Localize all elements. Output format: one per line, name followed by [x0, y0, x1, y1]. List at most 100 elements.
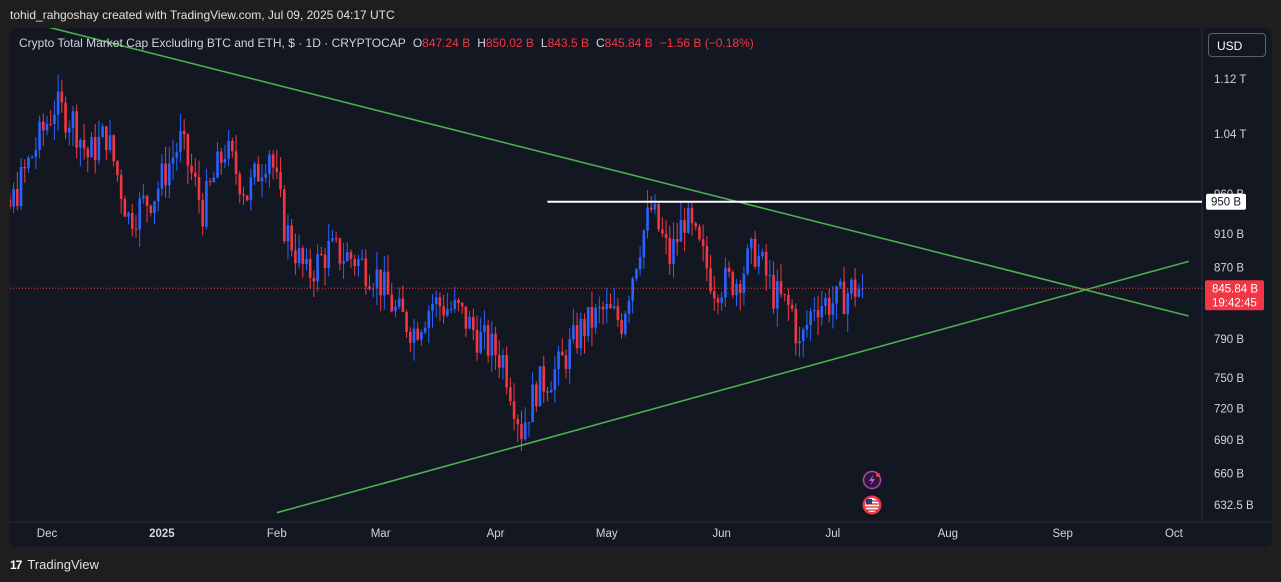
candle-body — [553, 368, 557, 391]
candle-body — [182, 130, 186, 135]
candle-body — [579, 318, 583, 349]
candle-body — [116, 161, 119, 176]
candle-body — [568, 339, 571, 370]
candle-body — [672, 238, 675, 265]
candle-body — [434, 297, 438, 304]
candle-body — [186, 134, 190, 166]
candle-body — [82, 140, 86, 149]
candle-body — [572, 325, 575, 340]
candle-body — [827, 297, 831, 315]
candle-body — [598, 306, 601, 308]
x-tick-label: Dec — [37, 528, 58, 540]
candle-body — [757, 255, 761, 267]
candle-body — [279, 171, 282, 190]
candle-body — [657, 204, 660, 230]
candle-body — [557, 351, 560, 369]
candle-body — [783, 294, 786, 296]
candle-body — [698, 226, 701, 240]
candle-body — [249, 177, 253, 201]
y-tick-label: 690 B — [1214, 435, 1244, 447]
candle-body — [835, 286, 838, 304]
flag-icon-canton — [866, 499, 872, 504]
tradingview-brand[interactable]: 17 TradingView — [10, 557, 99, 572]
last-price-tag — [1205, 280, 1264, 311]
candle-body — [67, 127, 71, 133]
candle-body — [642, 230, 646, 258]
candle-body — [586, 307, 590, 337]
candle-body — [290, 225, 293, 251]
candle-body — [123, 198, 127, 217]
candle-body — [338, 238, 342, 264]
open-label: O — [412, 36, 423, 50]
candle-body — [798, 340, 801, 344]
candle-body — [683, 220, 686, 233]
candle-body — [130, 212, 134, 229]
candle-body — [438, 297, 442, 307]
x-tick-label: Jul — [826, 528, 841, 540]
lightning-icon-dot — [876, 473, 880, 477]
candle-body — [216, 151, 219, 178]
candle-body — [171, 157, 175, 164]
candle-body — [38, 121, 41, 150]
candle-body — [820, 306, 824, 318]
candle-body — [90, 137, 93, 158]
candle-body — [653, 204, 657, 210]
candle-body — [523, 422, 527, 440]
candle-body — [475, 329, 479, 353]
candle-body — [153, 201, 156, 213]
candle-body — [535, 384, 538, 407]
descending-trendline — [48, 28, 1189, 317]
candle-body — [379, 269, 382, 296]
symbol-title[interactable]: Crypto Total Market Cap Excluding BTC an… — [19, 36, 406, 50]
candle-body — [231, 141, 234, 152]
candle-body — [675, 238, 679, 242]
candle-body — [772, 274, 775, 309]
candle-body — [483, 325, 486, 332]
candle-body — [764, 251, 768, 276]
candle-body — [505, 354, 508, 388]
candle-body — [234, 151, 238, 175]
candle-body — [10, 199, 12, 207]
candle-body — [219, 151, 223, 163]
candle-body — [331, 238, 334, 241]
resistance-price-tag — [1206, 193, 1246, 210]
candle-body — [805, 325, 809, 330]
candle-body — [605, 303, 609, 310]
candle-body — [701, 239, 705, 247]
candle-body — [56, 91, 60, 115]
candle-body — [101, 126, 104, 137]
x-tick-label: Oct — [1165, 528, 1184, 540]
candle-body — [427, 311, 431, 328]
candle-body — [142, 195, 145, 199]
candle-body — [53, 114, 56, 124]
candle-body — [23, 166, 27, 169]
candle-body — [345, 252, 349, 261]
candle-body — [105, 126, 108, 151]
x-tick-label: Sep — [1052, 528, 1072, 540]
candle-body — [394, 306, 397, 312]
candle-body — [801, 329, 805, 341]
candle-body — [275, 167, 279, 172]
candle-body — [468, 316, 471, 329]
candle-body — [549, 390, 553, 393]
candle-body — [41, 121, 45, 131]
candle-body — [742, 273, 746, 293]
candle-body — [405, 312, 408, 332]
candle-body — [364, 258, 368, 287]
candle-body — [312, 277, 316, 282]
candle-body — [108, 135, 112, 151]
candle-body — [12, 189, 15, 207]
top-bar: tohid_rahgoshay created with TradingView… — [0, 0, 1281, 28]
candle-body — [623, 313, 627, 334]
change-value: −1.56 B (−0.18%) — [659, 36, 754, 50]
candle-body — [649, 207, 653, 210]
currency-button[interactable]: USD — [1208, 33, 1266, 57]
candle-body — [79, 140, 82, 148]
close-value: 845.84 B — [604, 36, 653, 50]
candle-body — [390, 294, 394, 312]
candle-body — [179, 130, 182, 152]
candle-body — [119, 175, 123, 199]
candle-body — [853, 279, 857, 297]
